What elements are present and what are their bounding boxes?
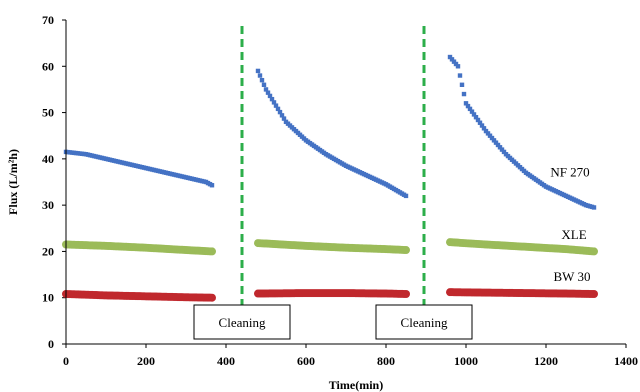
series-label-bw-30: BW 30 bbox=[554, 269, 591, 284]
data-point bbox=[459, 82, 465, 87]
x-tick-label: 800 bbox=[377, 354, 395, 368]
y-tick-label: 30 bbox=[42, 198, 54, 212]
data-point bbox=[499, 147, 505, 152]
x-tick-label: 400 bbox=[217, 354, 235, 368]
cleaning-box bbox=[193, 304, 291, 340]
y-axis-ticks: 0 10 20 30 40 50 60 70 bbox=[42, 13, 66, 351]
data-point bbox=[447, 54, 453, 60]
data-point bbox=[590, 290, 598, 299]
series-label-xle: XLE bbox=[561, 227, 586, 242]
data-point bbox=[402, 290, 410, 299]
y-tick-label: 50 bbox=[42, 106, 54, 120]
data-point bbox=[489, 135, 495, 141]
y-tick-label: 40 bbox=[42, 152, 54, 166]
data-points bbox=[62, 54, 598, 302]
data-point bbox=[501, 149, 507, 155]
data-point bbox=[259, 77, 265, 83]
data-point bbox=[265, 90, 271, 95]
data-point bbox=[469, 109, 475, 114]
x-tick-label: 1000 bbox=[454, 354, 478, 368]
x-tick-label: 200 bbox=[137, 354, 155, 368]
data-point bbox=[208, 293, 216, 302]
y-tick-label: 70 bbox=[42, 13, 54, 27]
series-label-nf-270: NF 270 bbox=[550, 165, 589, 180]
cleaning-events: Cleaning Cleaning bbox=[193, 26, 473, 340]
series-bw-30 bbox=[62, 288, 598, 302]
data-point bbox=[467, 106, 473, 112]
data-point bbox=[209, 183, 215, 188]
data-point bbox=[453, 61, 459, 67]
data-point bbox=[273, 103, 279, 108]
x-axis-title: Time(min) bbox=[329, 378, 383, 392]
data-point bbox=[267, 93, 273, 99]
data-point bbox=[275, 106, 281, 112]
data-point bbox=[457, 73, 463, 78]
data-point bbox=[483, 128, 489, 134]
y-tick-label: 10 bbox=[42, 291, 54, 305]
data-point bbox=[208, 247, 216, 256]
cleaning-box bbox=[375, 304, 473, 340]
data-point bbox=[402, 246, 410, 255]
data-point bbox=[263, 87, 269, 92]
data-point bbox=[471, 112, 477, 117]
data-point bbox=[475, 117, 481, 123]
x-tick-label: 600 bbox=[297, 354, 315, 368]
series-labels: NF 270 XLE BW 30 bbox=[550, 165, 590, 284]
data-point bbox=[257, 73, 263, 78]
x-axis-ticks: 0 200 400 600 800 1000 1200 1400 bbox=[63, 344, 638, 368]
data-point bbox=[487, 133, 493, 138]
data-point bbox=[465, 103, 471, 109]
data-point bbox=[491, 138, 497, 143]
data-point bbox=[590, 247, 598, 256]
data-point bbox=[477, 120, 483, 125]
data-point bbox=[271, 100, 277, 105]
data-point bbox=[473, 115, 479, 120]
data-point bbox=[281, 116, 287, 121]
data-point bbox=[269, 96, 275, 102]
data-point bbox=[479, 123, 485, 128]
data-point bbox=[463, 101, 469, 106]
data-point bbox=[485, 131, 491, 136]
data-point bbox=[481, 126, 487, 131]
data-point bbox=[493, 140, 499, 145]
data-point bbox=[455, 64, 461, 69]
data-point bbox=[451, 59, 457, 64]
series-nf-270 bbox=[63, 54, 597, 210]
x-tick-label: 1400 bbox=[614, 354, 638, 368]
series-xle bbox=[62, 238, 598, 256]
y-axis-title: Flux (L/m²h) bbox=[6, 149, 20, 215]
data-point bbox=[449, 57, 455, 62]
data-point bbox=[255, 68, 261, 74]
x-tick-label: 0 bbox=[63, 354, 69, 368]
data-point bbox=[497, 145, 503, 150]
cleaning-label: Cleaning bbox=[219, 315, 266, 330]
data-point bbox=[277, 109, 283, 115]
data-point bbox=[403, 193, 409, 199]
data-point bbox=[495, 142, 501, 148]
cleaning-label: Cleaning bbox=[401, 315, 448, 330]
y-tick-label: 20 bbox=[42, 244, 54, 258]
y-tick-label: 0 bbox=[48, 337, 54, 351]
x-tick-label: 1200 bbox=[534, 354, 558, 368]
data-point bbox=[261, 82, 267, 87]
y-tick-label: 60 bbox=[42, 59, 54, 73]
data-point bbox=[591, 205, 597, 210]
data-point bbox=[279, 113, 285, 118]
data-point bbox=[461, 91, 467, 97]
